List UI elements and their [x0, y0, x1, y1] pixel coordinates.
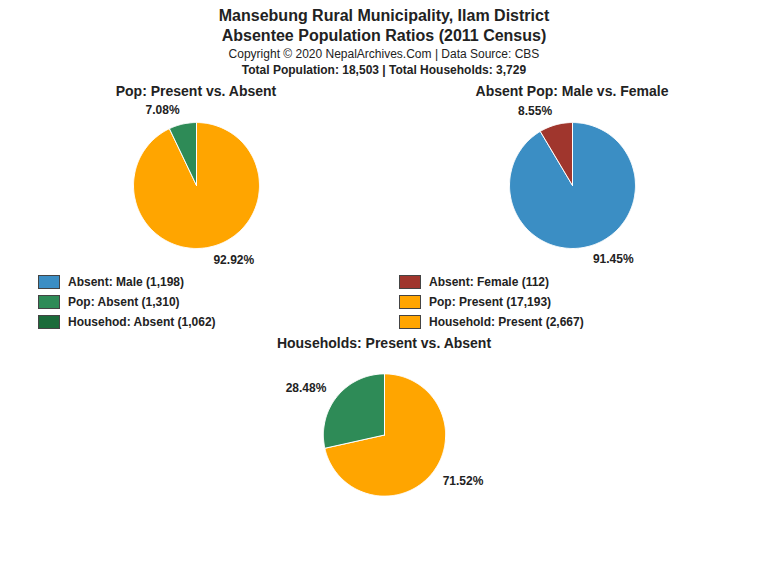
html-text:Absent: Female (112): Absent: Female (112)	[429, 275, 549, 289]
svg-text:92.92%: 92.92%	[213, 253, 254, 267]
html-text:Pop: Present (17,193): Pop: Present (17,193)	[429, 295, 551, 309]
svg-text:7.08%: 7.08%	[146, 103, 180, 117]
html-text:Househod: Absent (1,062): Househod: Absent (1,062)	[68, 315, 216, 329]
svg-text:28.48%: 28.48%	[286, 381, 327, 395]
html-text:Absent Pop: Male vs. Female: Absent Pop: Male vs. Female	[475, 83, 669, 99]
html-text:Absentee Population Ratios (20: Absentee Population Ratios (2011 Census)	[221, 27, 547, 44]
html-text:Pop: Present vs. Absent: Pop: Present vs. Absent	[115, 83, 277, 99]
html-text:Absent: Male (1,198): Absent: Male (1,198)	[68, 275, 184, 289]
html-text:Mansebung Rural Municipality,: Mansebung Rural Municipality, Ilam Distr…	[218, 7, 550, 24]
html-text:Pop: Absent (1,310): Pop: Absent (1,310)	[68, 295, 180, 309]
html-text:Total Population: 18,503 | Tot: Total Population: 18,503 | Total Househo…	[241, 63, 527, 77]
html-text:Copyright © 2020 NepalArchives: Copyright © 2020 NepalArchives.Com | Dat…	[228, 47, 540, 61]
svg-text:71.52%: 71.52%	[443, 474, 484, 488]
svg-text:91.45%: 91.45%	[593, 252, 634, 266]
html-text:Households: Present vs. Absent: Households: Present vs. Absent	[276, 335, 492, 351]
html-text:Household: Present (2,667): Household: Present (2,667)	[429, 315, 584, 329]
svg-text:8.55%: 8.55%	[518, 104, 552, 118]
